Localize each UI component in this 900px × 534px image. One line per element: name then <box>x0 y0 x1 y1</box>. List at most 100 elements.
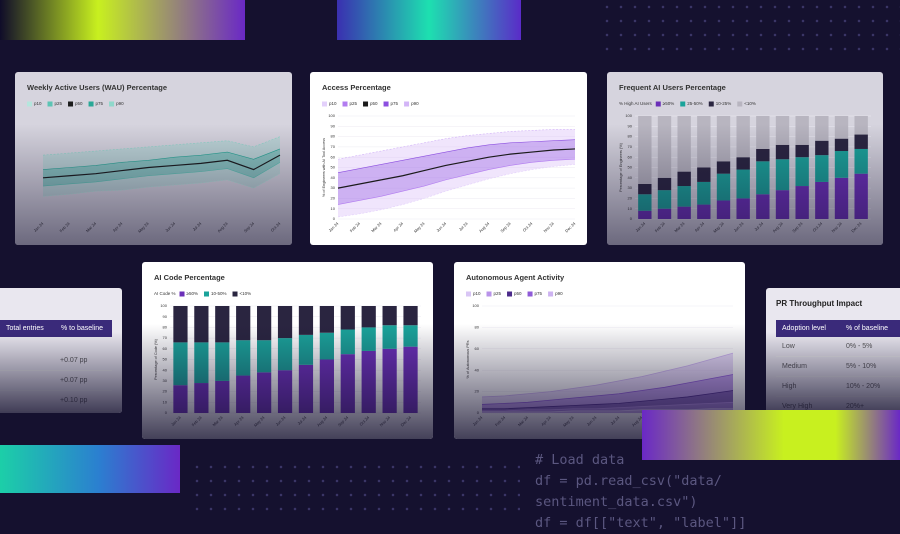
legend-label: p25 <box>55 101 63 106</box>
table: Adoption level % of baseline Low 0% - 5% Me… <box>776 320 900 413</box>
chart-card: Weekly Active Users (WAU) Percentage p10 p… <box>15 72 292 245</box>
x-tick-label: May 24 <box>137 220 150 233</box>
bar-segment <box>298 364 314 413</box>
header-cell: Adoption level <box>782 325 826 332</box>
bar-segment <box>834 116 849 139</box>
bar-segment <box>361 306 376 328</box>
bar-segment <box>319 306 334 333</box>
y-tick-label: 10 <box>331 206 336 211</box>
bar-segment <box>257 306 272 341</box>
code-line: # Load data <box>535 452 625 468</box>
bar-segment <box>854 116 868 135</box>
x-tick-label: Apr 24 <box>693 220 705 232</box>
gradient-bar <box>0 445 180 493</box>
table-cell: +0.07 pp <box>0 371 112 391</box>
bar-segment <box>173 385 188 413</box>
chart-title: AI Code Percentage <box>154 273 225 282</box>
table-cell: +0.10 pp <box>0 391 112 411</box>
legend-swatch <box>27 101 32 107</box>
x-tick-label: Feb 24 <box>190 414 203 427</box>
bar-segment <box>756 116 770 149</box>
y-tick-label: 0 <box>165 410 168 415</box>
y-tick-label: 40 <box>628 175 633 180</box>
bar-segment <box>736 169 750 199</box>
x-tick-label: Feb 24 <box>654 220 667 233</box>
bar-segment <box>756 194 770 219</box>
table-cell: 20%+ <box>845 403 865 410</box>
bar-segment <box>277 338 293 371</box>
x-tick-label: Sep 24 <box>337 414 350 427</box>
bar-segment <box>815 181 829 219</box>
bar-segment <box>194 383 209 413</box>
legend-title: AI Code % <box>154 291 176 296</box>
bar-segment <box>215 306 230 343</box>
y-tick-label: 60 <box>475 346 480 351</box>
bar-segment <box>697 204 711 219</box>
bar-segment <box>736 157 750 170</box>
bar-segment <box>319 359 334 413</box>
legend-swatch <box>486 291 492 297</box>
table-header: Adoption level % of baseline <box>776 320 900 337</box>
bar-segment <box>657 208 672 219</box>
table-row: Low 0% - 5% <box>776 337 900 357</box>
bar-segment <box>340 329 355 355</box>
x-tick-label: Aug 24 <box>216 220 229 233</box>
bar-segment <box>382 348 397 413</box>
line <box>337 139 576 173</box>
table-cell: Low <box>782 343 795 350</box>
table-body: Low 0% - 5% Medium 5% - 10% High 10% - 20% Ver… <box>776 337 900 413</box>
y-tick-label: 10 <box>163 399 168 404</box>
legend-swatch <box>507 291 513 297</box>
bar-segment <box>319 332 334 360</box>
bar-segment <box>854 148 868 174</box>
chart: Weekly Active Users (WAU) Percentage p10 p… <box>27 83 282 234</box>
x-tick-label: Sep 24 <box>499 220 512 233</box>
x-tick-label: Apr 24 <box>540 414 552 426</box>
bar-segment <box>775 159 790 191</box>
x-tick-label: Oct 24 <box>270 220 282 232</box>
table-cell: Very High <box>782 403 813 410</box>
bar-segment <box>716 173 731 201</box>
x-tick-label: Jun 24 <box>586 414 599 427</box>
bar-segment <box>756 148 770 162</box>
legend-label: p25 <box>350 101 358 106</box>
bar-segment <box>403 325 418 347</box>
x-tick-label: May 24 <box>413 220 426 233</box>
x-tick-label: Aug 24 <box>771 220 784 233</box>
x-tick-label: Nov 24 <box>379 414 392 427</box>
bar-segment <box>795 157 809 187</box>
table-row: Medium 5% - 10% <box>776 357 900 377</box>
y-tick-label: 60 <box>628 154 633 159</box>
bar-segment <box>697 181 711 205</box>
x-tick-label: Feb 24 <box>58 220 71 233</box>
legend-swatch <box>232 291 238 297</box>
x-tick-label: Oct 24 <box>521 220 533 232</box>
chart: Access Percentage p10 p25 p50 p75 p90 % of Eng… <box>322 83 577 234</box>
y-tick-label: 40 <box>331 175 336 180</box>
legend-swatch <box>179 291 185 297</box>
legend-swatch <box>527 291 533 297</box>
x-tick-label: Jul 24 <box>458 220 470 232</box>
bar-segment <box>795 116 809 145</box>
bar-segment <box>795 144 809 158</box>
bar-segment <box>677 116 691 172</box>
legend-swatch <box>204 291 209 297</box>
bar-segment <box>403 306 418 326</box>
line <box>337 158 576 205</box>
x-tick-label: Apr 24 <box>112 220 124 232</box>
legend-swatch <box>680 101 686 107</box>
bar-segment <box>298 306 314 335</box>
bar-segment <box>854 134 868 149</box>
bar-segment <box>697 116 711 168</box>
legend-label: 10-50% <box>211 291 227 296</box>
x-tick-label: Jul 24 <box>296 414 308 426</box>
y-tick-label: 80 <box>475 324 480 329</box>
line <box>482 408 733 413</box>
bar-segment <box>775 116 790 145</box>
card-title: PR Throughput Impact <box>776 299 863 308</box>
header-cell: % of baseline <box>845 325 888 332</box>
bar-segment <box>340 354 355 413</box>
x-tick-label: Jan 24 <box>471 414 484 427</box>
x-tick-label: Jan 24 <box>32 220 45 233</box>
